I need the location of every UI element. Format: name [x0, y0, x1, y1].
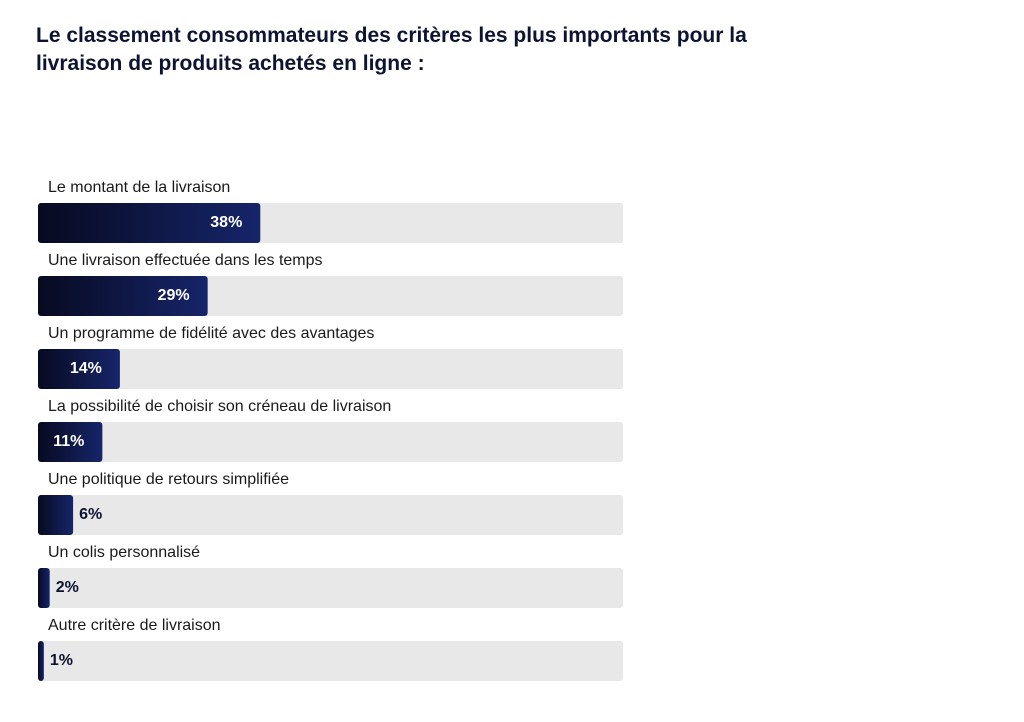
bar — [38, 349, 120, 389]
bar-track — [38, 422, 623, 462]
bar — [38, 495, 74, 535]
bar-track — [38, 495, 623, 535]
value-label: 29% — [158, 287, 190, 304]
category-label: Un colis personnalisé — [48, 544, 200, 561]
value-label: 6% — [79, 506, 102, 523]
value-label: 14% — [70, 360, 102, 377]
bar — [38, 422, 103, 462]
bar-track — [38, 641, 623, 681]
value-label: 11% — [53, 433, 84, 450]
category-label: Une politique de retours simplifiée — [48, 471, 289, 488]
bar — [38, 203, 261, 243]
value-label: 1% — [50, 652, 73, 669]
category-label: Autre critère de livraison — [48, 617, 221, 634]
category-label: Une livraison effectuée dans les temps — [48, 252, 323, 269]
value-label: 38% — [210, 214, 242, 231]
category-label: La possibilité de choisir son créneau de… — [48, 398, 391, 415]
bar — [38, 568, 50, 608]
bar — [38, 276, 208, 316]
bar-track — [38, 568, 623, 608]
bar — [38, 641, 44, 681]
chart-title: Le classement consommateurs des critères… — [36, 24, 747, 75]
category-label: Un programme de fidélité avec des avanta… — [48, 325, 374, 342]
bar-track — [38, 349, 623, 389]
category-label: Le montant de la livraison — [48, 179, 230, 196]
value-label: 2% — [56, 579, 79, 596]
